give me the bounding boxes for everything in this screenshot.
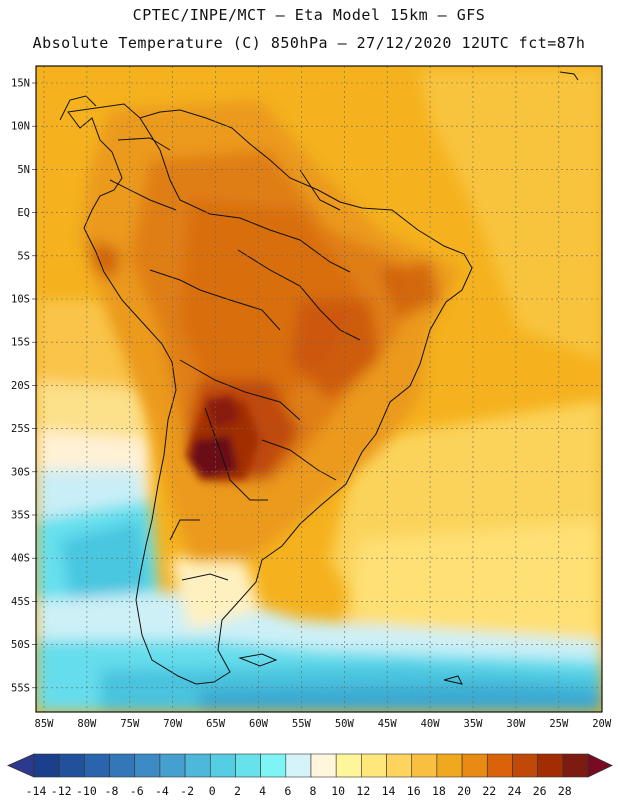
lon-label: 30W (506, 718, 526, 730)
colorbar-swatch (537, 753, 564, 778)
colorbar-swatch (235, 753, 261, 778)
lat-label: 55S (11, 682, 30, 694)
lon-label: 40W (421, 718, 441, 730)
colorbar-swatch (411, 753, 438, 778)
lon-label: 45W (378, 718, 398, 730)
colorbar-tick-label: 18 (432, 784, 446, 798)
lat-label: 45S (11, 596, 30, 608)
colorbar-tick-label: -6 (130, 784, 144, 798)
colorbar-tick-label: -12 (51, 784, 72, 798)
colorbar-tick-label: 6 (284, 784, 291, 798)
lon-label: 35W (464, 718, 484, 730)
title-line-2: Absolute Temperature (C) 850hPa – 27/12/… (32, 34, 586, 52)
colorbar-tick-label: 8 (310, 784, 317, 798)
colorbar (7, 753, 613, 778)
longitude-axis: 85W 80W 75W 70W 65W 60W 55W 50W 45W 40W 35W 30W 25W 2… (35, 718, 612, 730)
colorbar-high-arrow (587, 753, 613, 778)
colorbar-tick-label: 0 (209, 784, 216, 798)
map-frame (35, 65, 603, 713)
lon-label: 55W (292, 718, 312, 730)
colorbar-swatch (386, 753, 413, 778)
colorbar-swatch (159, 753, 186, 778)
colorbar-swatch (512, 753, 538, 778)
colorbar-tick-label: 28 (558, 784, 572, 798)
map-gridlines (32, 66, 603, 712)
colorbar-swatch (260, 753, 287, 778)
colorbar-swatch (184, 753, 211, 778)
lat-label: 20S (11, 380, 30, 392)
colorbar-tick-label: 2 (234, 784, 241, 798)
colorbar-swatch (33, 753, 60, 778)
colorbar-tick-label: -2 (180, 784, 194, 798)
lat-label: 10S (11, 294, 30, 306)
lat-label: 15N (11, 78, 30, 90)
lat-label: 40S (11, 553, 30, 565)
lon-label: 25W (549, 718, 569, 730)
colorbar-swatch (58, 753, 85, 778)
colorbar-swatch (461, 753, 488, 778)
colorbar-tick-label: 4 (259, 784, 266, 798)
colorbar-swatch (562, 753, 589, 778)
colorbar-swatch (436, 753, 463, 778)
lat-label: 50S (11, 639, 30, 651)
lon-label: 50W (335, 718, 355, 730)
colorbar-swatch (209, 753, 236, 778)
colorbar-swatch (361, 753, 387, 778)
coastlines (59, 71, 579, 685)
colorbar-swatch (310, 753, 337, 778)
lon-label: 65W (206, 718, 226, 730)
lat-label: 25S (11, 423, 30, 435)
lon-label: 60W (249, 718, 269, 730)
colorbar-tick-label: -10 (76, 784, 97, 798)
lat-label: EQ (17, 207, 30, 219)
lat-label: 30S (11, 466, 30, 478)
colorbar-labels: -14 -12 -10 -8 -6 -4 -2 0 2 4 6 8 10 12 14 16 18 20 22 24 26… (26, 784, 572, 798)
colorbar-tick-label: -4 (155, 784, 169, 798)
lon-label: 85W (35, 718, 55, 730)
colorbar-tick-label: 24 (508, 784, 522, 798)
temperature-field (36, 66, 602, 712)
colorbar-swatch (134, 753, 161, 778)
colorbar-swatch (335, 753, 362, 778)
lat-label: 35S (11, 510, 30, 522)
lon-label: 70W (163, 718, 183, 730)
colorbar-tick-label: -8 (105, 784, 119, 798)
latitude-axis: 15N 10N 5N EQ 5S 10S 15S 20S 25S 30S 35S 40S 45S 50S 5… (11, 78, 30, 695)
colorbar-tick-label: 12 (356, 784, 370, 798)
colorbar-low-arrow (7, 753, 35, 778)
colorbar-swatch (109, 753, 136, 778)
colorbar-tick-label: 22 (482, 784, 496, 798)
colorbar-swatch (486, 753, 513, 778)
title-line-1: CPTEC/INPE/MCT – Eta Model 15km – GFS (132, 6, 486, 24)
colorbar-tick-label: 20 (457, 784, 471, 798)
lon-label: 75W (120, 718, 140, 730)
colorbar-tick-label: 16 (407, 784, 421, 798)
lat-label: 5S (17, 250, 30, 262)
colorbar-tick-label: 14 (382, 784, 396, 798)
lat-label: 5N (17, 164, 30, 176)
colorbar-swatch (84, 753, 110, 778)
lon-label: 80W (77, 718, 97, 730)
lat-label: 15S (11, 337, 30, 349)
colorbar-tick-label: -14 (26, 784, 47, 798)
lon-label: 20W (592, 718, 612, 730)
colorbar-swatch (285, 753, 312, 778)
colorbar-tick-label: 10 (331, 784, 345, 798)
lat-label: 10N (11, 121, 30, 133)
colorbar-tick-label: 26 (533, 784, 547, 798)
